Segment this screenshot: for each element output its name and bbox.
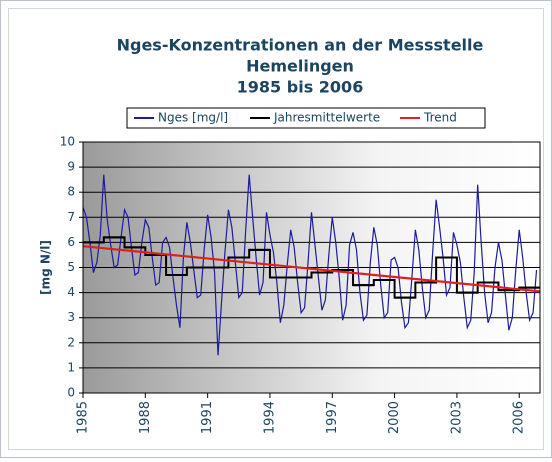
y-tick-label: 8: [67, 185, 75, 199]
x-tick-label: 1997: [325, 401, 340, 434]
plot-border: [82, 141, 541, 394]
chart-title: Hemelingen: [246, 57, 354, 76]
x-tick-label: 2000: [387, 401, 402, 434]
chart-title: Nges-Konzentrationen an der Messstelle: [117, 36, 484, 55]
y-tick-label: 6: [67, 235, 75, 249]
x-tick-label: 1985: [76, 401, 91, 434]
y-tick-label: 10: [60, 135, 75, 149]
y-tick-label: 5: [67, 260, 75, 274]
x-tick-label: 1991: [200, 401, 215, 434]
y-tick-label: 2: [67, 335, 75, 349]
chart-title: 1985 bis 2006: [237, 78, 364, 97]
x-tick-label: 2006: [512, 401, 527, 434]
y-tick-label: 0: [67, 386, 75, 400]
y-tick-label: 7: [67, 210, 75, 224]
series-line: [82, 174, 538, 356]
x-tick-label: 1994: [262, 401, 277, 434]
legend-label: Jahresmittelwerte: [273, 111, 380, 125]
y-tick-label: 4: [67, 285, 75, 299]
x-tick-label: 1988: [138, 401, 153, 434]
y-tick-label: 9: [67, 160, 75, 174]
legend-box: [126, 107, 486, 129]
legend-label: Nges [mg/l]: [158, 111, 228, 125]
y-tick-label: 3: [67, 310, 75, 324]
series-line: [82, 245, 541, 293]
x-tick-label: 2003: [449, 401, 464, 434]
y-tick-label: 1: [67, 360, 75, 374]
y-axis-label: [mg N/l]: [39, 240, 53, 295]
legend-label: Trend: [423, 111, 457, 125]
